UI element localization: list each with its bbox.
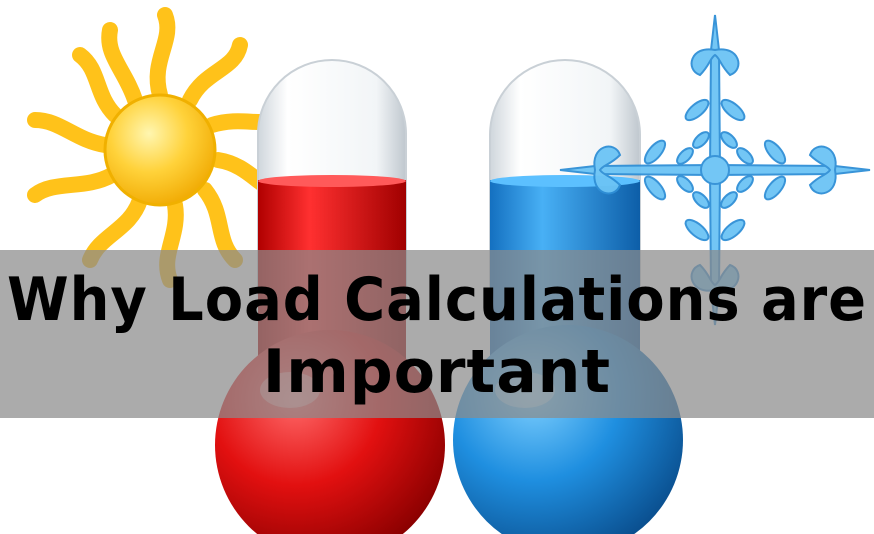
sun <box>35 15 290 280</box>
title-line: Important <box>263 337 611 407</box>
title-line: Why Load Calculations are <box>7 265 867 335</box>
scene: Why Load Calculations are Important <box>0 0 874 534</box>
